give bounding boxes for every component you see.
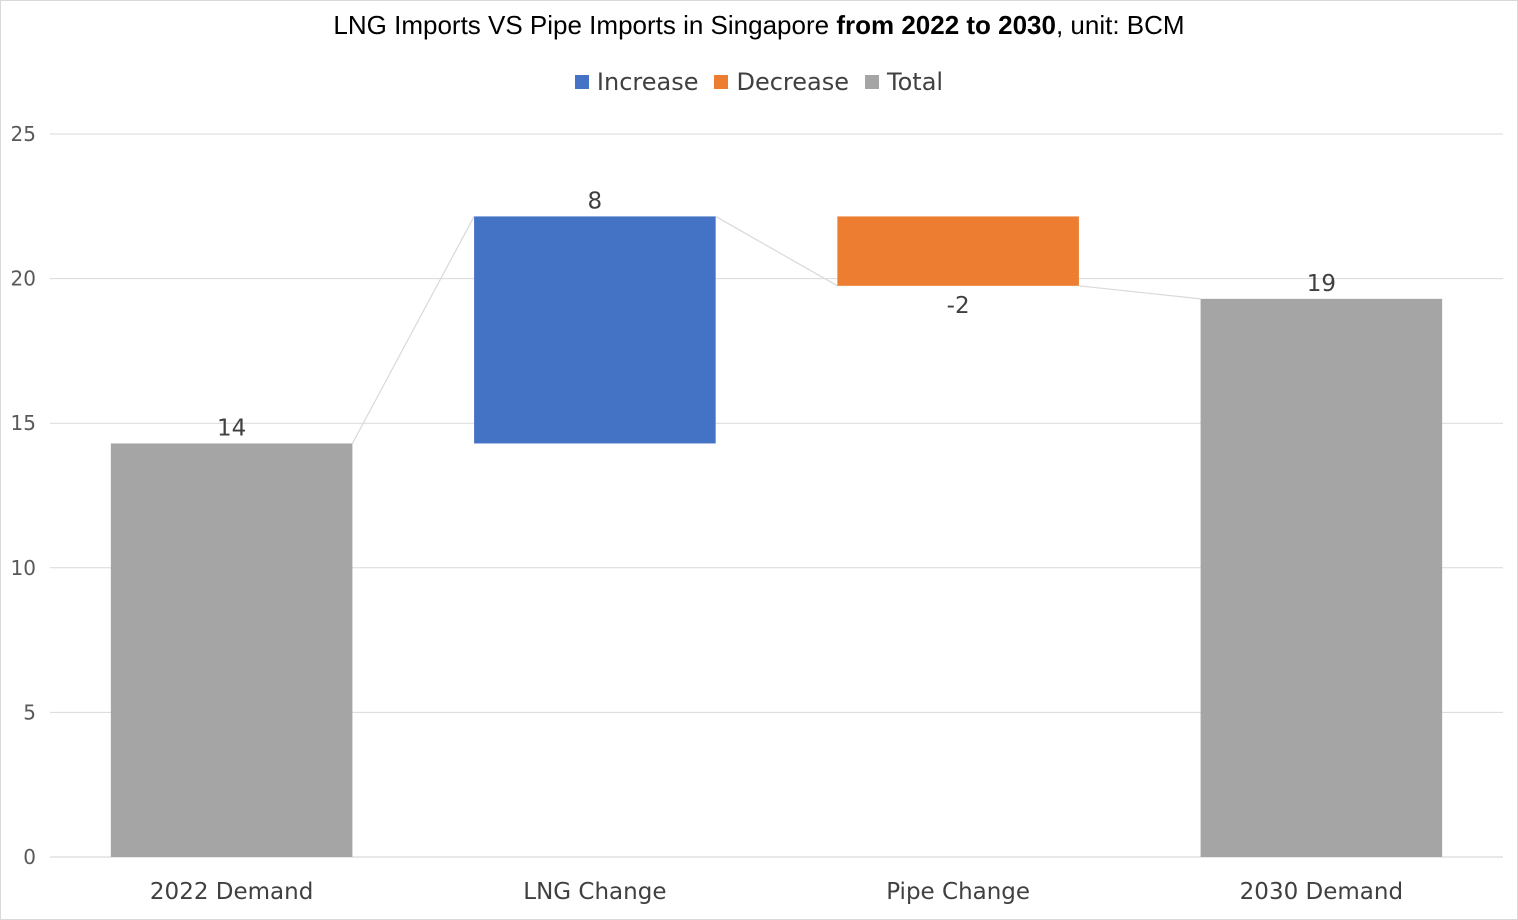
legend: Increase Decrease Total — [0, 68, 1518, 96]
legend-item-total: Total — [865, 68, 943, 96]
y-tick-label: 0 — [23, 845, 36, 869]
chart-title: LNG Imports VS Pipe Imports in Singapore… — [333, 10, 1185, 40]
y-tick-label: 25 — [11, 122, 36, 146]
data-label: 14 — [217, 415, 246, 441]
bar-total — [1200, 298, 1443, 857]
legend-label-increase: Increase — [596, 68, 699, 96]
data-label: 19 — [1307, 271, 1336, 297]
y-tick-label: 15 — [11, 411, 36, 435]
data-label: 8 — [588, 188, 603, 214]
connector-line — [715, 215, 838, 287]
y-tick-label: 20 — [11, 267, 36, 291]
legend-swatch-total — [865, 75, 880, 89]
legend-item-increase: Increase — [574, 68, 699, 96]
y-tick-label: 5 — [23, 700, 36, 724]
legend-swatch-decrease — [714, 75, 729, 89]
x-category-label: LNG Change — [523, 879, 666, 905]
y-tick-label: 10 — [11, 556, 36, 580]
x-category-label: 2030 Demand — [1240, 879, 1403, 905]
bar-total — [110, 443, 353, 857]
x-category-label: 2022 Demand — [150, 879, 313, 905]
connector-line — [1078, 285, 1201, 300]
x-category-label: Pipe Change — [886, 879, 1030, 905]
legend-label-total: Total — [887, 68, 944, 96]
legend-label-decrease: Decrease — [736, 68, 850, 96]
legend-item-decrease: Decrease — [714, 68, 849, 96]
data-label: -2 — [947, 293, 970, 319]
bar-decrease — [837, 216, 1079, 286]
bar-increase — [474, 216, 716, 444]
connector-line — [351, 216, 475, 444]
legend-swatch-increase — [574, 75, 589, 89]
